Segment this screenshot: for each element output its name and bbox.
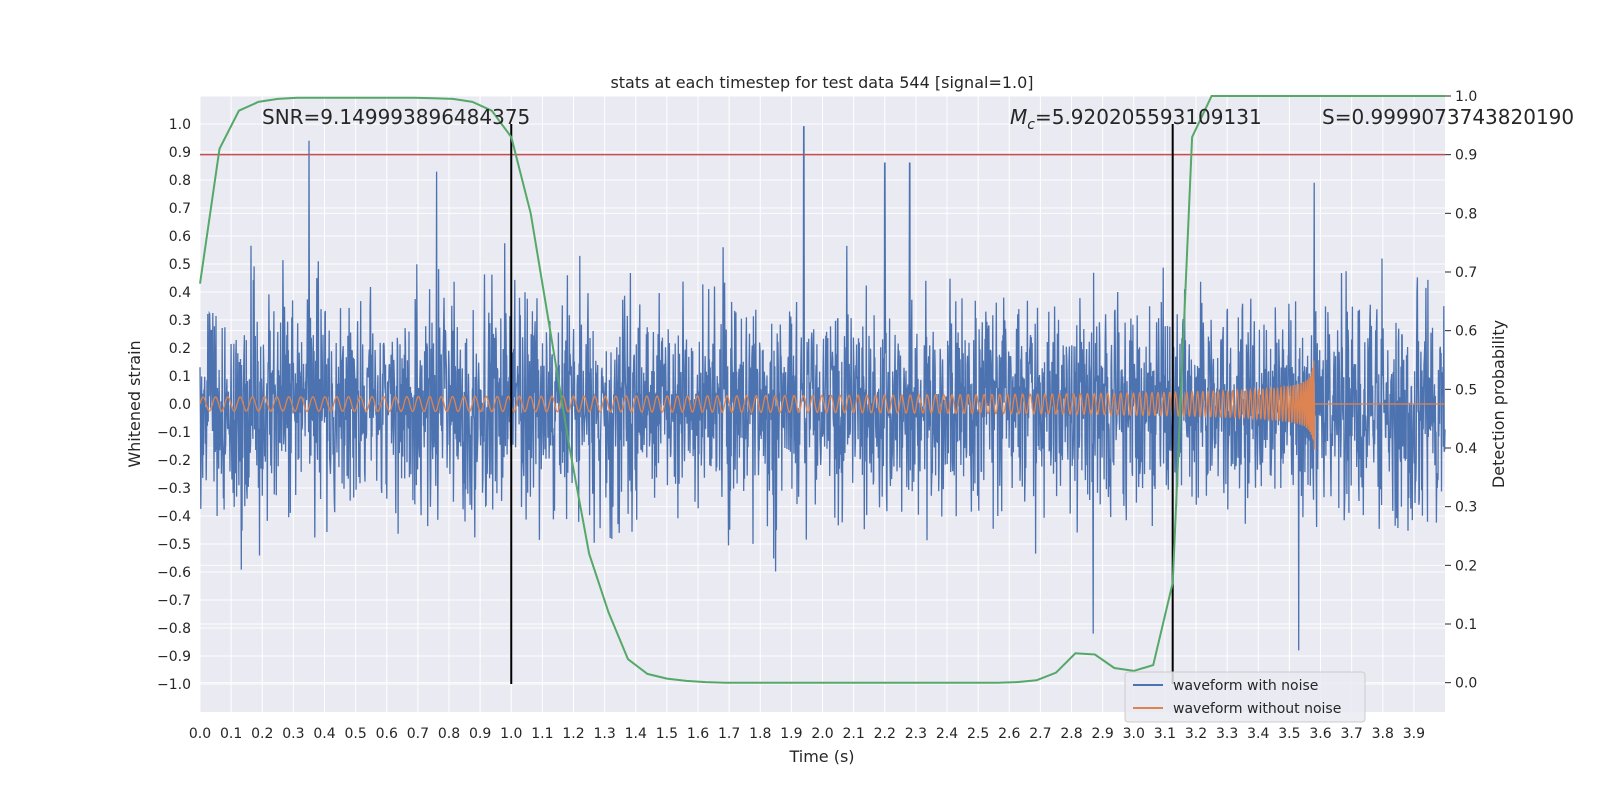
y-tick-label-right: 1.0 <box>1455 89 1477 105</box>
y-tick-label-right: 0.0 <box>1455 676 1477 692</box>
x-tick-label: 0.9 <box>469 726 491 742</box>
y-tick-label-left: −0.4 <box>157 509 191 525</box>
y-tick-label-right: 0.7 <box>1455 265 1477 281</box>
x-tick-label: 3.3 <box>1216 726 1238 742</box>
x-tick-label: 1.2 <box>562 726 584 742</box>
x-tick-label: 2.4 <box>936 726 958 742</box>
series-layer <box>199 126 1446 651</box>
x-tick-label: 2.6 <box>998 726 1020 742</box>
y-tick-label-left: 0.0 <box>169 397 191 413</box>
x-tick-label: 2.3 <box>905 726 927 742</box>
legend-label-noise: waveform with noise <box>1173 678 1318 694</box>
x-tick-label: 3.6 <box>1309 726 1331 742</box>
x-tick-label: 1.8 <box>749 726 771 742</box>
x-tick-label: 1.6 <box>687 726 709 742</box>
y-tick-label-right: 0.1 <box>1455 617 1477 633</box>
y-tick-label-left: 0.9 <box>169 145 191 161</box>
mc-subscript: c <box>1027 117 1035 133</box>
x-tick-label: 1.7 <box>718 726 740 742</box>
x-tick-label: 2.2 <box>874 726 896 742</box>
x-tick-label: 2.9 <box>1092 726 1114 742</box>
x-tick-label: 0.0 <box>189 726 211 742</box>
x-tick-label: 3.7 <box>1341 726 1363 742</box>
x-tick-label: 0.7 <box>407 726 429 742</box>
x-tick-label: 1.3 <box>594 726 616 742</box>
legend-label-clean: waveform without noise <box>1173 701 1341 717</box>
y-tick-label-left: −0.7 <box>157 593 191 609</box>
series-clean-waveform <box>199 360 1445 450</box>
y-tick-label-left: −0.2 <box>157 453 191 469</box>
x-tick-label: 3.9 <box>1403 726 1425 742</box>
y-tick-label-right: 0.8 <box>1455 206 1477 222</box>
y-tick-label-left: 0.5 <box>169 257 191 273</box>
x-tick-label: 1.5 <box>656 726 678 742</box>
series-detection-probability <box>199 95 1445 684</box>
x-tick-label: 2.7 <box>1029 726 1051 742</box>
tick-labels: 0.0 0.1 0.2 0.3 0.4 0.5 0.6 0.7 0.8 0.9 1.0 1.1 1.2 1… <box>157 89 1477 742</box>
x-tick-label: 0.2 <box>251 726 273 742</box>
x-tick-label: 2.0 <box>811 726 833 742</box>
y-tick-label-right: 0.9 <box>1455 148 1477 164</box>
s-annotation: S=0.9999073743820190 <box>1322 105 1574 129</box>
x-tick-label: 3.1 <box>1154 726 1176 742</box>
mc-annotation: Mc=5.920205593109131 <box>1010 105 1262 133</box>
y-tick-label-left: 0.6 <box>169 229 191 245</box>
x-tick-label: 0.1 <box>220 726 242 742</box>
x-tick-label: 3.8 <box>1372 726 1394 742</box>
x-tick-label: 1.9 <box>780 726 802 742</box>
x-tick-label: 2.8 <box>1060 726 1082 742</box>
y-tick-label-left: 1.0 <box>169 117 191 133</box>
y-tick-label-left: −0.5 <box>157 537 191 553</box>
y-tick-label-left: 0.2 <box>169 341 191 357</box>
x-tick-label: 0.6 <box>376 726 398 742</box>
y-tick-label-right: 0.2 <box>1455 558 1477 574</box>
x-tick-label: 3.0 <box>1123 726 1145 742</box>
x-tick-label: 2.1 <box>843 726 865 742</box>
x-tick-label: 2.5 <box>967 726 989 742</box>
y-tick-label-left: 0.3 <box>169 313 191 329</box>
y-tick-label-right: 0.6 <box>1455 324 1477 340</box>
x-tick-label: 1.0 <box>500 726 522 742</box>
x-tick-label: 3.4 <box>1247 726 1269 742</box>
y-tick-label-left: 0.8 <box>169 173 191 189</box>
mc-symbol: M <box>1010 105 1027 129</box>
y-tick-label-left: 0.1 <box>169 369 191 385</box>
x-tick-label: 1.4 <box>625 726 647 742</box>
y-tick-label-right: 0.3 <box>1455 500 1477 516</box>
y-tick-label-left: −0.1 <box>157 425 191 441</box>
x-tick-label: 1.1 <box>531 726 553 742</box>
mc-value: =5.920205593109131 <box>1035 105 1262 129</box>
y-tick-label-left: −0.6 <box>157 565 191 581</box>
y-axis-label-left: Whitened strain <box>125 340 144 467</box>
y-tick-label-left: 0.7 <box>169 201 191 217</box>
y-tick-label-right: 0.5 <box>1455 382 1477 398</box>
x-tick-label: 0.4 <box>313 726 335 742</box>
x-tick-label: 0.5 <box>344 726 366 742</box>
overlay-layer <box>199 95 1445 684</box>
legend-box <box>1124 671 1366 723</box>
x-tick-label: 3.2 <box>1185 726 1207 742</box>
y-tick-label-left: −0.9 <box>157 649 191 665</box>
x-axis-label: Time (s) <box>788 747 854 766</box>
legend: waveform with noise waveform without noi… <box>1124 671 1366 723</box>
y-axis-label-right: Detection probability <box>1489 320 1508 488</box>
y-tick-label-left: −0.3 <box>157 481 191 497</box>
x-tick-label: 3.5 <box>1278 726 1300 742</box>
series-noisy-waveform <box>199 126 1446 651</box>
x-tick-label: 0.8 <box>438 726 460 742</box>
y-tick-label-left: −0.8 <box>157 621 191 637</box>
y-tick-label-left: 0.4 <box>169 285 191 301</box>
y-tick-label-right: 0.4 <box>1455 441 1477 457</box>
chart-title: stats at each timestep for test data 544… <box>610 73 1033 92</box>
y-tick-label-left: −1.0 <box>157 677 191 693</box>
snr-annotation: SNR=9.149993896484375 <box>262 105 530 129</box>
x-tick-label: 0.3 <box>282 726 304 742</box>
